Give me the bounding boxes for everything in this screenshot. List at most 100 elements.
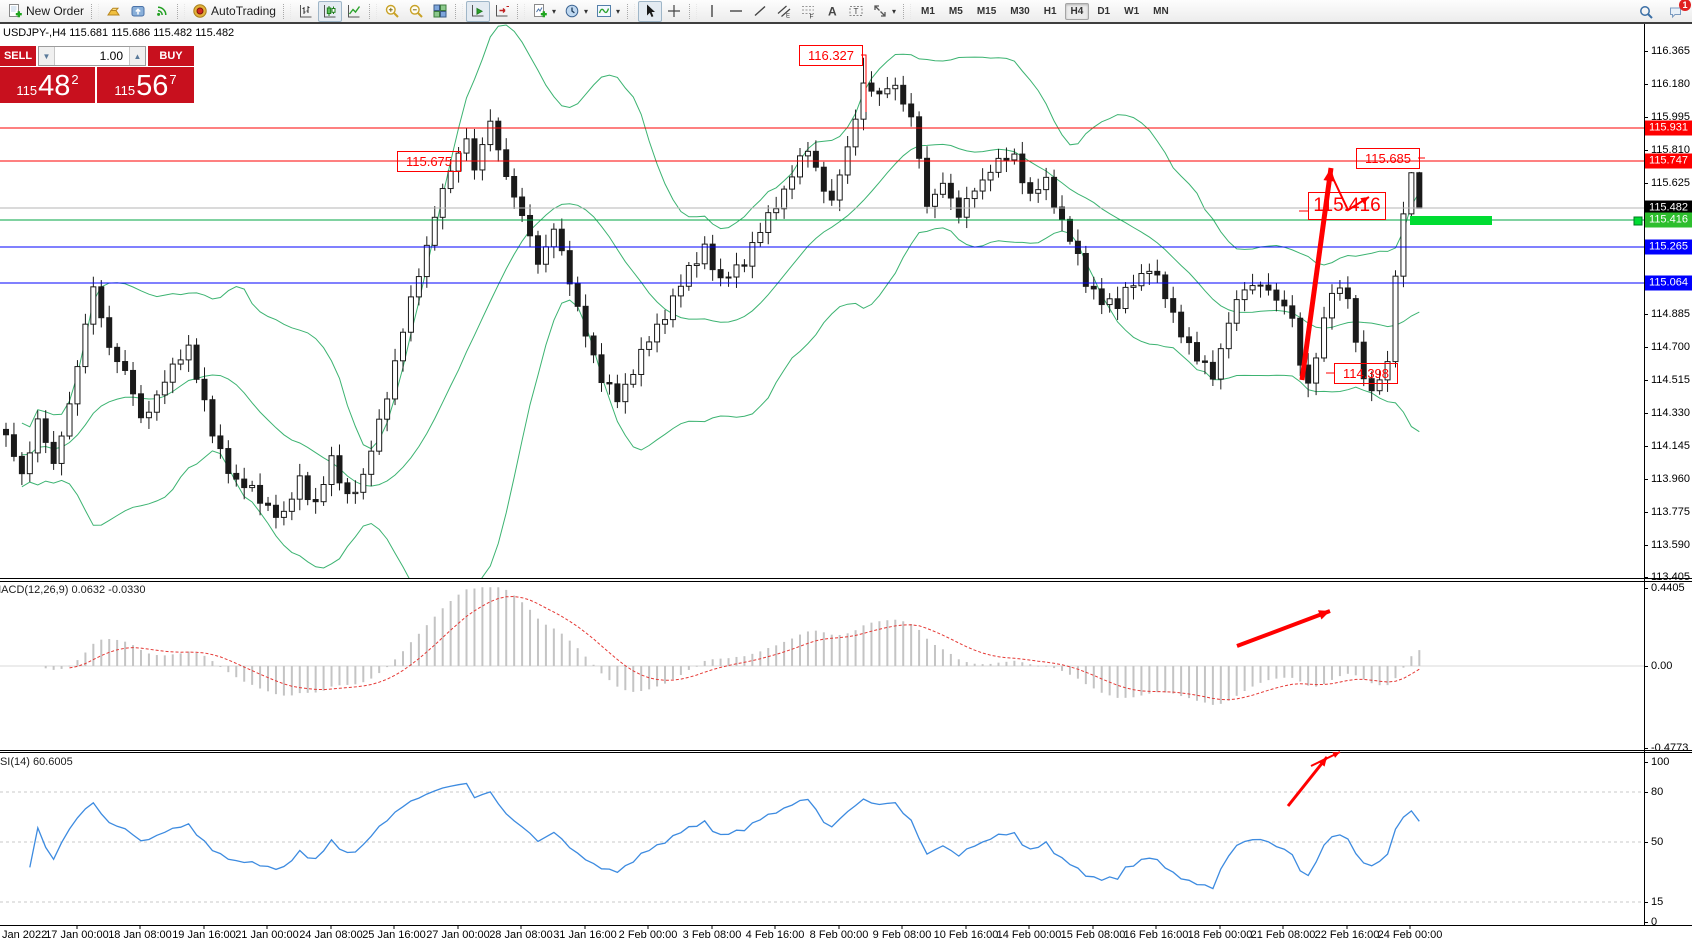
timeframe-d1-button[interactable]: D1	[1097, 5, 1111, 17]
svg-text:E: E	[786, 14, 790, 20]
fibonacci-button[interactable]: F	[796, 1, 820, 22]
price-axis-tick	[1644, 512, 1648, 513]
macd-signal-line	[69, 595, 1420, 701]
time-axis-label: Jan 2022	[2, 929, 48, 941]
zoom-out-button[interactable]	[404, 1, 428, 22]
timeframe-m30-button[interactable]: M30	[1010, 5, 1030, 17]
price-label-annotation[interactable]: 115.685	[1356, 148, 1420, 169]
rsi-panel-surface[interactable]	[0, 752, 1644, 925]
time-axis-label: 18 Feb 00:00	[1187, 929, 1253, 941]
vertical-line-button[interactable]	[700, 1, 724, 22]
rsi-axis-tick	[1644, 922, 1648, 923]
toolbar-grip	[454, 3, 463, 19]
profiles-button[interactable]: ▾	[560, 1, 592, 22]
text-label-button[interactable]: T	[844, 1, 868, 22]
timeframe-h1-button[interactable]: H1	[1043, 5, 1057, 17]
buy-price-button[interactable]: 115 56 7	[97, 67, 194, 103]
toolbar-grip	[368, 3, 377, 19]
panel-divider[interactable]	[0, 578, 1692, 579]
zoom-in-icon	[384, 3, 400, 19]
buy-button[interactable]: BUY	[148, 46, 194, 66]
new-order-label: New Order	[26, 4, 85, 18]
price-axis-line[interactable]	[1644, 24, 1645, 925]
chart-bars-icon	[298, 3, 314, 19]
chart-bars-button[interactable]	[294, 1, 318, 22]
tile-windows-icon	[432, 3, 448, 19]
volume-input[interactable]	[55, 47, 129, 65]
time-axis-label: 25 Jan 16:00	[362, 929, 426, 941]
timeframe-h4-button[interactable]: H4	[1064, 2, 1090, 20]
zoom-in-button[interactable]	[380, 1, 404, 22]
price-axis-tick	[1644, 479, 1648, 480]
toolbar-grip	[689, 3, 697, 19]
rsi-axis-label: 80	[1651, 786, 1664, 798]
timeframe-m15-button[interactable]: M15	[976, 5, 997, 17]
sell-button[interactable]: SELL	[0, 46, 36, 66]
buy-price-big: 56	[136, 70, 169, 102]
price-axis-label: 114.145	[1651, 440, 1690, 452]
price-label-annotation[interactable]: 114.398	[1334, 363, 1398, 384]
profiles-icon	[564, 3, 580, 19]
price-label-annotation[interactable]: 115.416	[1308, 192, 1386, 220]
autotrading-button[interactable]: AutoTrading	[188, 1, 280, 22]
time-axis-label: 24 Feb 00:00	[1377, 929, 1443, 941]
alerts-button[interactable]: 1	[1664, 0, 1691, 22]
sell-price-button[interactable]: 115 48 2	[0, 67, 95, 103]
price-axis-label: 114.700	[1651, 341, 1690, 353]
toolbar-grip	[282, 3, 291, 19]
price-axis-tick	[1644, 51, 1648, 52]
new-chart-button[interactable]: ▾	[528, 1, 560, 22]
indicators-button[interactable]: ▾	[592, 1, 624, 22]
autotrading-label: AutoTrading	[211, 4, 276, 18]
equidistant-channel-icon: E	[776, 3, 792, 19]
signals-button[interactable]	[150, 1, 174, 22]
main-chart-surface[interactable]	[0, 24, 1644, 578]
text-button[interactable]: A	[820, 1, 844, 22]
trend-line-button[interactable]	[748, 1, 772, 22]
sell-price-pip: 2	[71, 72, 79, 87]
chart-candles-icon	[322, 3, 338, 19]
crosshair-button[interactable]	[662, 1, 686, 22]
deposit-gold-button[interactable]	[102, 1, 126, 22]
macd-axis-label: 0.4405	[1651, 582, 1685, 594]
cursor-button[interactable]	[638, 0, 662, 22]
price-axis-label: 116.180	[1651, 78, 1690, 90]
bollinger-bands[interactable]	[21, 24, 1420, 578]
volume-decrease-button[interactable]: ▼	[39, 47, 55, 65]
equidistant-channel-button[interactable]: E	[772, 1, 796, 22]
panel-divider[interactable]	[0, 750, 1692, 751]
arrows-button[interactable]: ▾	[868, 1, 900, 22]
timeframe-mn-button[interactable]: MN	[1153, 5, 1169, 17]
chart-candles-button[interactable]	[317, 0, 342, 22]
auto-scroll-icon	[470, 3, 486, 19]
chart-shift-button[interactable]	[490, 1, 514, 22]
macd-panel-surface[interactable]	[0, 581, 1644, 750]
volume-increase-button[interactable]: ▲	[129, 47, 145, 65]
new-order-button[interactable]: New Order	[3, 1, 88, 22]
cursor-icon	[642, 3, 658, 19]
panel-divider	[0, 581, 1692, 582]
time-axis-label: 21 Feb 08:00	[1250, 929, 1316, 941]
horizontal-line-button[interactable]	[724, 1, 748, 22]
macd-axis-label: -0.4773	[1651, 742, 1689, 754]
chevron-down-icon: ▾	[892, 6, 897, 16]
search-button[interactable]	[1634, 1, 1658, 22]
price-label-annotation[interactable]: 116.327	[799, 45, 863, 66]
price-level-label: 115.416	[1645, 212, 1692, 228]
time-axis-label: 18 Jan 08:00	[108, 929, 172, 941]
new-order-icon	[7, 3, 23, 19]
chart-line-button[interactable]	[342, 1, 366, 22]
tile-windows-button[interactable]	[428, 1, 452, 22]
time-axis-label: 22 Feb 16:00	[1314, 929, 1380, 941]
time-axis-label: 17 Jan 00:00	[45, 929, 109, 941]
price-label-annotation[interactable]: 115.675	[397, 151, 461, 172]
horizontal-level-lines[interactable]	[0, 127, 1644, 284]
mql5-publish-button[interactable]	[126, 1, 150, 22]
auto-scroll-button[interactable]	[465, 0, 490, 22]
timeframe-w1-button[interactable]: W1	[1124, 5, 1140, 17]
timeframe-m1-button[interactable]: M1	[921, 5, 935, 17]
text-icon: A	[824, 3, 840, 19]
crosshair-icon	[666, 3, 682, 19]
timeframe-m5-button[interactable]: M5	[948, 5, 963, 17]
deposit-gold-icon	[106, 3, 122, 19]
